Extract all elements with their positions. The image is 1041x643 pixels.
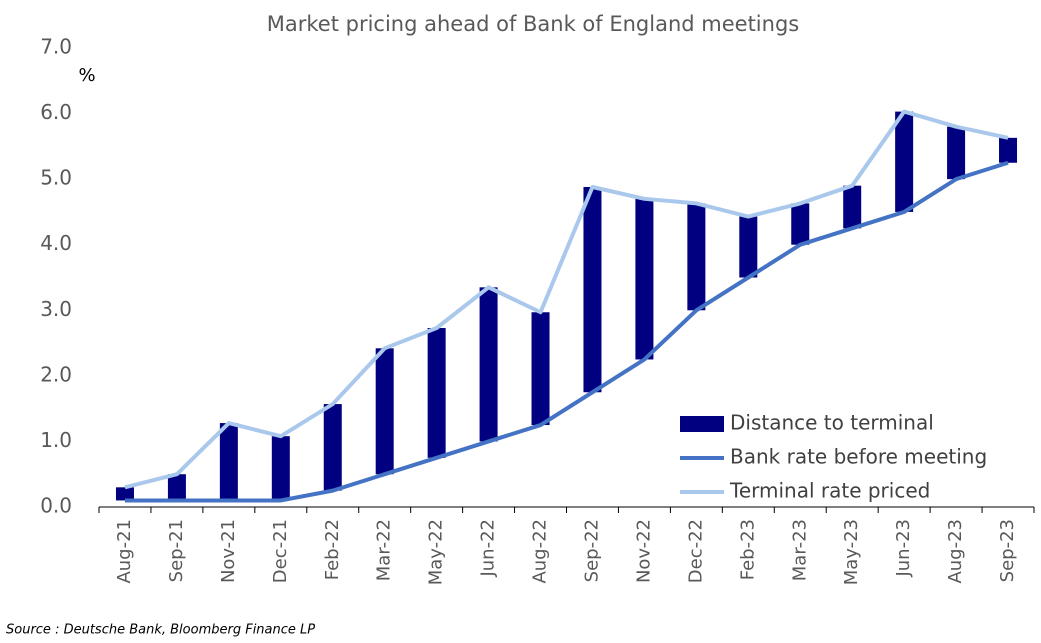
y-tick-label: 4.0 (40, 231, 72, 255)
x-tick-label: Feb-22 (322, 519, 343, 580)
bar (999, 137, 1018, 163)
bar (739, 216, 758, 278)
y-tick-label: 2.0 (40, 362, 72, 386)
bar (375, 348, 394, 475)
bar (115, 487, 134, 501)
x-tick-label: Nov-22 (633, 519, 654, 583)
x-tick-label: Sep-22 (581, 519, 602, 582)
line (124, 160, 1009, 503)
bar (635, 198, 654, 360)
y-tick-label: 0.0 (40, 494, 72, 518)
x-tick-label: Sep-23 (997, 519, 1018, 582)
x-tick-label: Feb-23 (737, 519, 758, 580)
bar (843, 185, 862, 229)
bar (895, 111, 914, 212)
y-tick-label: 7.0 (40, 35, 72, 59)
bar (947, 126, 966, 180)
bar (531, 312, 550, 426)
x-tick-label: Mar-22 (374, 519, 395, 581)
bar (427, 327, 446, 458)
y-tick-label: 1.0 (40, 428, 72, 452)
x-tick-label: Nov-21 (218, 519, 239, 583)
legend-swatch (680, 416, 724, 432)
y-axis-label: % (78, 65, 95, 86)
x-tick-label: Jun-23 (893, 519, 914, 578)
x-tick-label: Dec-21 (270, 519, 291, 583)
bar (583, 187, 602, 393)
line (124, 109, 1009, 490)
x-tick-label: Sep-21 (166, 519, 187, 582)
x-tick-label: Aug-21 (114, 519, 135, 584)
bar (219, 423, 238, 501)
x-tick-label: Aug-22 (530, 519, 551, 584)
x-tick-label: Mar-23 (789, 519, 810, 581)
x-tick-label: Jun-22 (478, 519, 499, 578)
bar (479, 287, 498, 442)
legend-label: Bank rate before meeting (730, 445, 987, 469)
bar (687, 203, 706, 311)
x-tick-label: Dec-22 (685, 519, 706, 583)
legend-label: Terminal rate priced (729, 479, 930, 503)
x-tick-label: May-22 (426, 519, 447, 585)
legend-label: Distance to terminal (730, 411, 934, 435)
y-tick-label: 5.0 (40, 166, 72, 190)
bar (167, 474, 186, 501)
bar (323, 404, 342, 491)
x-tick-label: May-23 (841, 519, 862, 585)
source-note: Source : Deutsche Bank, Bloomberg Financ… (6, 623, 315, 638)
bar (791, 203, 810, 245)
y-tick-label: 6.0 (40, 100, 72, 124)
chart-title: Market pricing ahead of Bank of England … (267, 12, 799, 36)
bar (271, 436, 290, 501)
y-tick-label: 3.0 (40, 297, 72, 321)
x-tick-label: Aug-23 (945, 519, 966, 584)
